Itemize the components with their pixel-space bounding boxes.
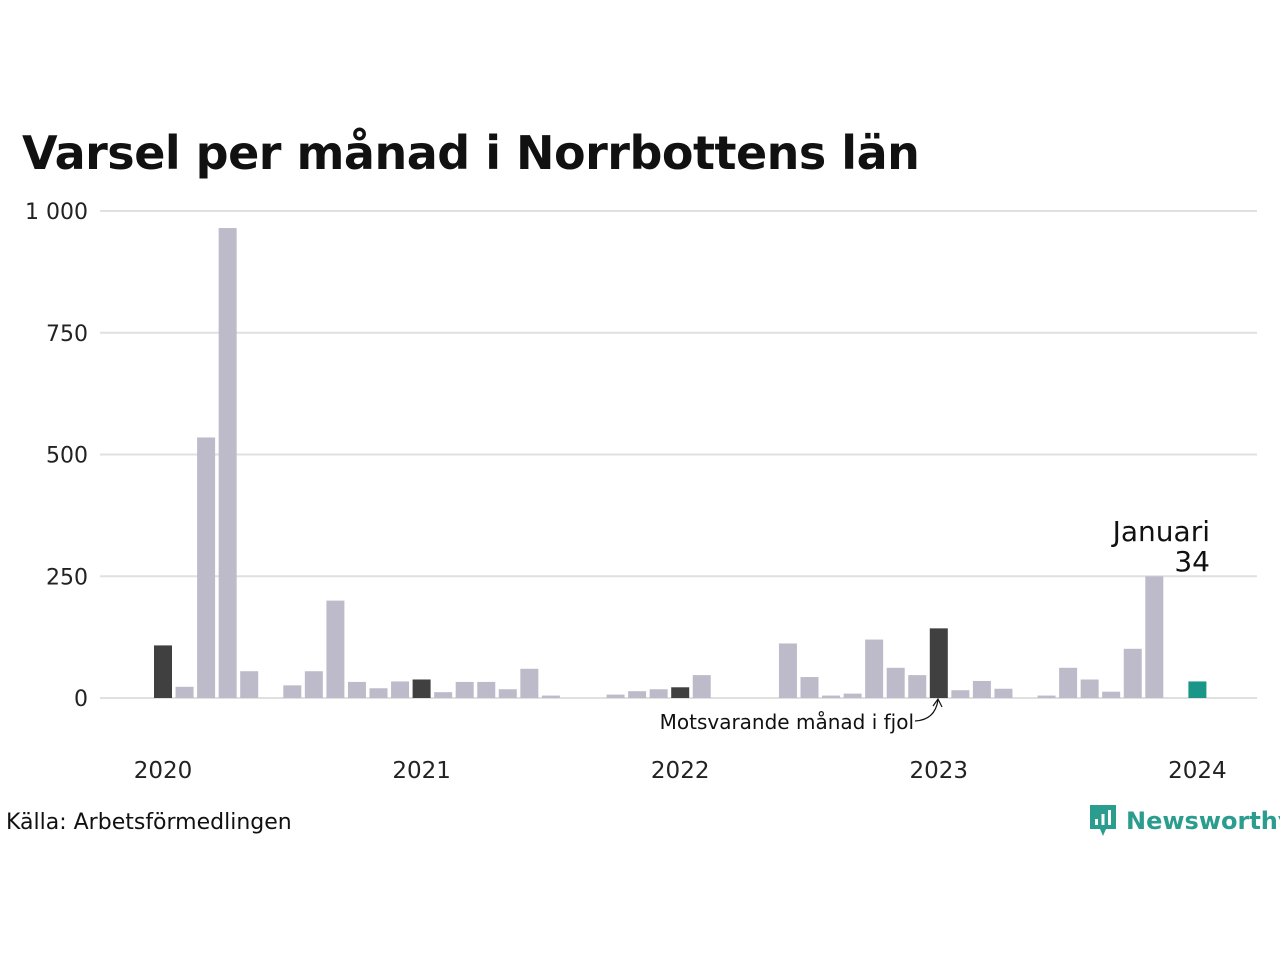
bar-2020-08: [304, 671, 323, 698]
brand-name: Newsworthy: [1126, 807, 1280, 835]
bar-2020-02: [175, 686, 194, 698]
bar-2020-05: [240, 671, 259, 698]
bar-2023-02: [951, 690, 970, 698]
bar-2021-10: [606, 694, 625, 698]
bar-2023-01: [929, 628, 948, 698]
bar-2023-06: [1037, 695, 1056, 698]
bar-2024-01: [1188, 681, 1207, 698]
brand-logo: Newsworthy: [1088, 803, 1280, 839]
bar-2023-09: [1102, 691, 1121, 698]
bar-2020-04: [218, 228, 237, 699]
bar-2021-03: [455, 681, 474, 698]
bars: [154, 228, 1207, 699]
x-tick-label: 2022: [651, 758, 710, 784]
chart-title: Varsel per månad i Norrbottens län: [22, 126, 920, 180]
bar-2023-04: [994, 688, 1013, 698]
bar-2023-08: [1080, 679, 1099, 698]
bar-2022-09: [843, 693, 862, 698]
x-tick-label: 2020: [134, 758, 193, 784]
bar-2023-11: [1145, 576, 1164, 698]
annotation-arrow: [914, 699, 939, 722]
bar-2022-10: [865, 639, 884, 698]
annotation-arrowhead: [932, 697, 943, 708]
bar-2020-07: [283, 685, 302, 698]
bar-2023-03: [972, 680, 991, 698]
bar-2022-07: [800, 677, 819, 698]
bar-2020-03: [197, 437, 216, 698]
bar-2022-12: [908, 675, 927, 698]
bar-2023-10: [1123, 648, 1142, 698]
bar-2020-01: [154, 645, 172, 698]
y-axis-ticks: 0 250 500 750 1 000: [25, 200, 88, 712]
gridlines: [100, 210, 1257, 699]
bar-2021-07: [541, 695, 560, 698]
bar-2022-06: [778, 643, 797, 698]
bar-2020-11: [369, 688, 388, 698]
source-note: Källa: Arbetsförmedlingen: [6, 810, 292, 835]
bar-2022-01: [671, 687, 690, 698]
y-tick-label: 750: [46, 322, 88, 347]
bar-2020-09: [326, 600, 345, 698]
bar-2021-04: [477, 681, 496, 698]
annotation-month-value: 34: [1174, 545, 1210, 578]
bar-2020-12: [391, 681, 410, 698]
bar-2022-08: [822, 695, 841, 698]
y-tick-label: 0: [74, 687, 88, 712]
x-tick-label: 2024: [1168, 758, 1227, 784]
bar-2023-07: [1059, 667, 1078, 698]
y-tick-label: 1 000: [25, 200, 88, 225]
bar-2022-11: [886, 667, 905, 698]
bar-2021-05: [498, 689, 517, 698]
x-axis-ticks: 2020 2021 2022 2023 2024: [134, 758, 1227, 784]
bar-2021-01: [412, 679, 431, 698]
annotation-note: Motsvarande månad i fjol: [660, 710, 914, 734]
y-tick-label: 250: [46, 565, 88, 590]
bar-2021-11: [628, 691, 647, 698]
newsworthy-logo-icon: [1090, 805, 1116, 836]
bar-2021-12: [649, 689, 668, 698]
y-tick-label: 500: [46, 444, 88, 469]
annotation-month-label: Januari: [1111, 515, 1210, 548]
bar-2020-10: [347, 681, 366, 698]
bar-2022-02: [692, 675, 711, 698]
x-tick-label: 2023: [910, 758, 969, 784]
bar-2021-06: [520, 668, 539, 698]
latest-annotation: Januari 34 Motsvarande månad i fjol: [660, 515, 1210, 734]
x-tick-label: 2021: [392, 758, 451, 784]
bar-2021-02: [434, 692, 453, 698]
